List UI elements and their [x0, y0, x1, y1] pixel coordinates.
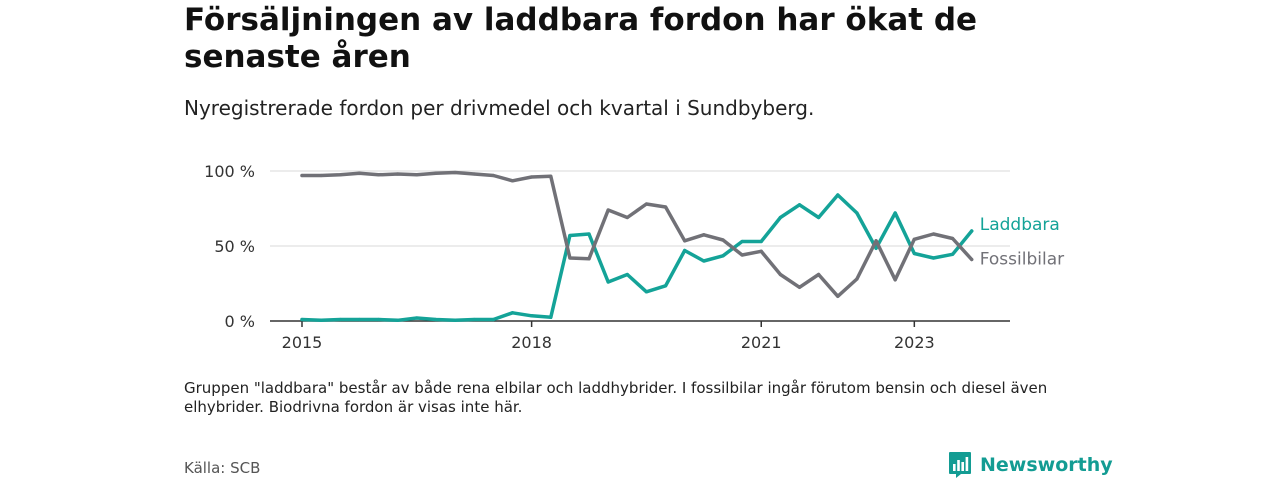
- y-axis: 0 % 50 % 100 %: [204, 162, 255, 331]
- data-point: [663, 205, 668, 209]
- data-point: [606, 280, 610, 284]
- newsworthy-brand[interactable]: Newsworthy: [948, 451, 1113, 479]
- chart-title: Försäljningen av laddbara fordon har öka…: [184, 2, 978, 75]
- data-point: [893, 278, 897, 282]
- data-point: [357, 317, 362, 322]
- data-point: [740, 253, 744, 257]
- data-point: [587, 257, 591, 261]
- data-point: [970, 257, 974, 262]
- data-point: [836, 294, 840, 298]
- brand-name: Newsworthy: [980, 454, 1113, 476]
- data-point: [663, 284, 668, 288]
- line-chart: 0 % 50 % 100 % 2015 2018 2021 2023 Laddbara F…: [204, 162, 1064, 352]
- data-point: [568, 233, 572, 238]
- data-point: [855, 211, 859, 215]
- data-point: [817, 215, 821, 220]
- data-point: [778, 215, 782, 220]
- data-point: [530, 175, 534, 179]
- data-point: [300, 173, 304, 178]
- data-point: [319, 318, 323, 322]
- data-point: [644, 202, 649, 206]
- data-point: [319, 173, 323, 178]
- data-point: [415, 316, 419, 320]
- data-point: [606, 208, 610, 212]
- data-point: [912, 237, 916, 241]
- data-point: [836, 193, 840, 197]
- data-point: [300, 317, 304, 322]
- data-point: [778, 272, 782, 277]
- data-point: [530, 314, 534, 318]
- gridlines: [270, 170, 1010, 247]
- y-tick-label: 0 %: [225, 312, 255, 331]
- data-point: [510, 311, 515, 315]
- series-label-fossilbilar: Fossilbilar: [980, 250, 1064, 270]
- data-point: [549, 315, 553, 319]
- data-point: [549, 174, 553, 178]
- data-point: [721, 254, 725, 258]
- data-point: [931, 232, 936, 236]
- data-point: [625, 215, 629, 220]
- x-axis: 2015 2018 2021 2023: [282, 321, 935, 352]
- data-point: [491, 317, 495, 322]
- data-point: [568, 256, 572, 260]
- data-point: [376, 317, 381, 322]
- data-point: [912, 251, 916, 256]
- data-point: [644, 290, 649, 294]
- x-tick-label: 2021: [741, 333, 782, 352]
- data-point: [797, 203, 802, 207]
- series-points-fossilbilar: [300, 170, 974, 298]
- data-point: [759, 239, 763, 244]
- data-point: [434, 171, 438, 175]
- data-point: [453, 318, 457, 322]
- series-line-laddbara: [300, 193, 974, 323]
- data-point: [472, 172, 476, 176]
- data-point: [893, 211, 897, 215]
- data-point: [587, 232, 591, 236]
- data-point: [453, 170, 457, 175]
- data-point: [702, 259, 706, 263]
- x-tick-label: 2015: [282, 333, 323, 352]
- footnote: Gruppen "laddbara" består av både rena e…: [184, 379, 1048, 416]
- series-lines: [300, 170, 974, 323]
- data-point: [759, 249, 763, 253]
- data-point: [855, 277, 859, 281]
- data-point: [376, 173, 381, 177]
- series-line-fossilbilar: [300, 170, 974, 299]
- data-point: [415, 173, 419, 177]
- source-label: Källa: SCB: [184, 459, 261, 477]
- data-point: [950, 252, 955, 256]
- data-point: [434, 317, 438, 322]
- newsworthy-bar-chart-icon: [949, 452, 971, 478]
- x-tick-label: 2018: [511, 333, 552, 352]
- data-point: [931, 256, 936, 260]
- data-point: [721, 238, 725, 242]
- data-point: [874, 239, 878, 243]
- y-tick-label: 50 %: [214, 237, 255, 256]
- x-tick-label: 2023: [894, 333, 935, 352]
- data-point: [338, 317, 342, 322]
- data-point: [740, 239, 744, 244]
- chart-subtitle: Nyregistrerade fordon per drivmedel och …: [184, 96, 815, 120]
- data-point: [683, 248, 687, 253]
- data-point: [970, 229, 974, 233]
- data-point: [396, 318, 400, 322]
- data-point: [510, 179, 515, 183]
- data-point: [950, 236, 955, 241]
- data-point: [797, 285, 802, 289]
- data-point: [702, 233, 706, 237]
- data-point: [338, 173, 342, 177]
- y-tick-label: 100 %: [204, 162, 255, 181]
- data-point: [491, 173, 495, 178]
- data-point: [817, 272, 821, 277]
- data-point: [874, 246, 878, 250]
- series-points-laddbara: [300, 193, 974, 322]
- data-point: [396, 172, 400, 176]
- series-label-laddbara: Laddbara: [980, 215, 1060, 235]
- data-point: [357, 171, 362, 175]
- data-point: [472, 317, 476, 322]
- data-point: [683, 239, 687, 243]
- data-point: [625, 272, 629, 277]
